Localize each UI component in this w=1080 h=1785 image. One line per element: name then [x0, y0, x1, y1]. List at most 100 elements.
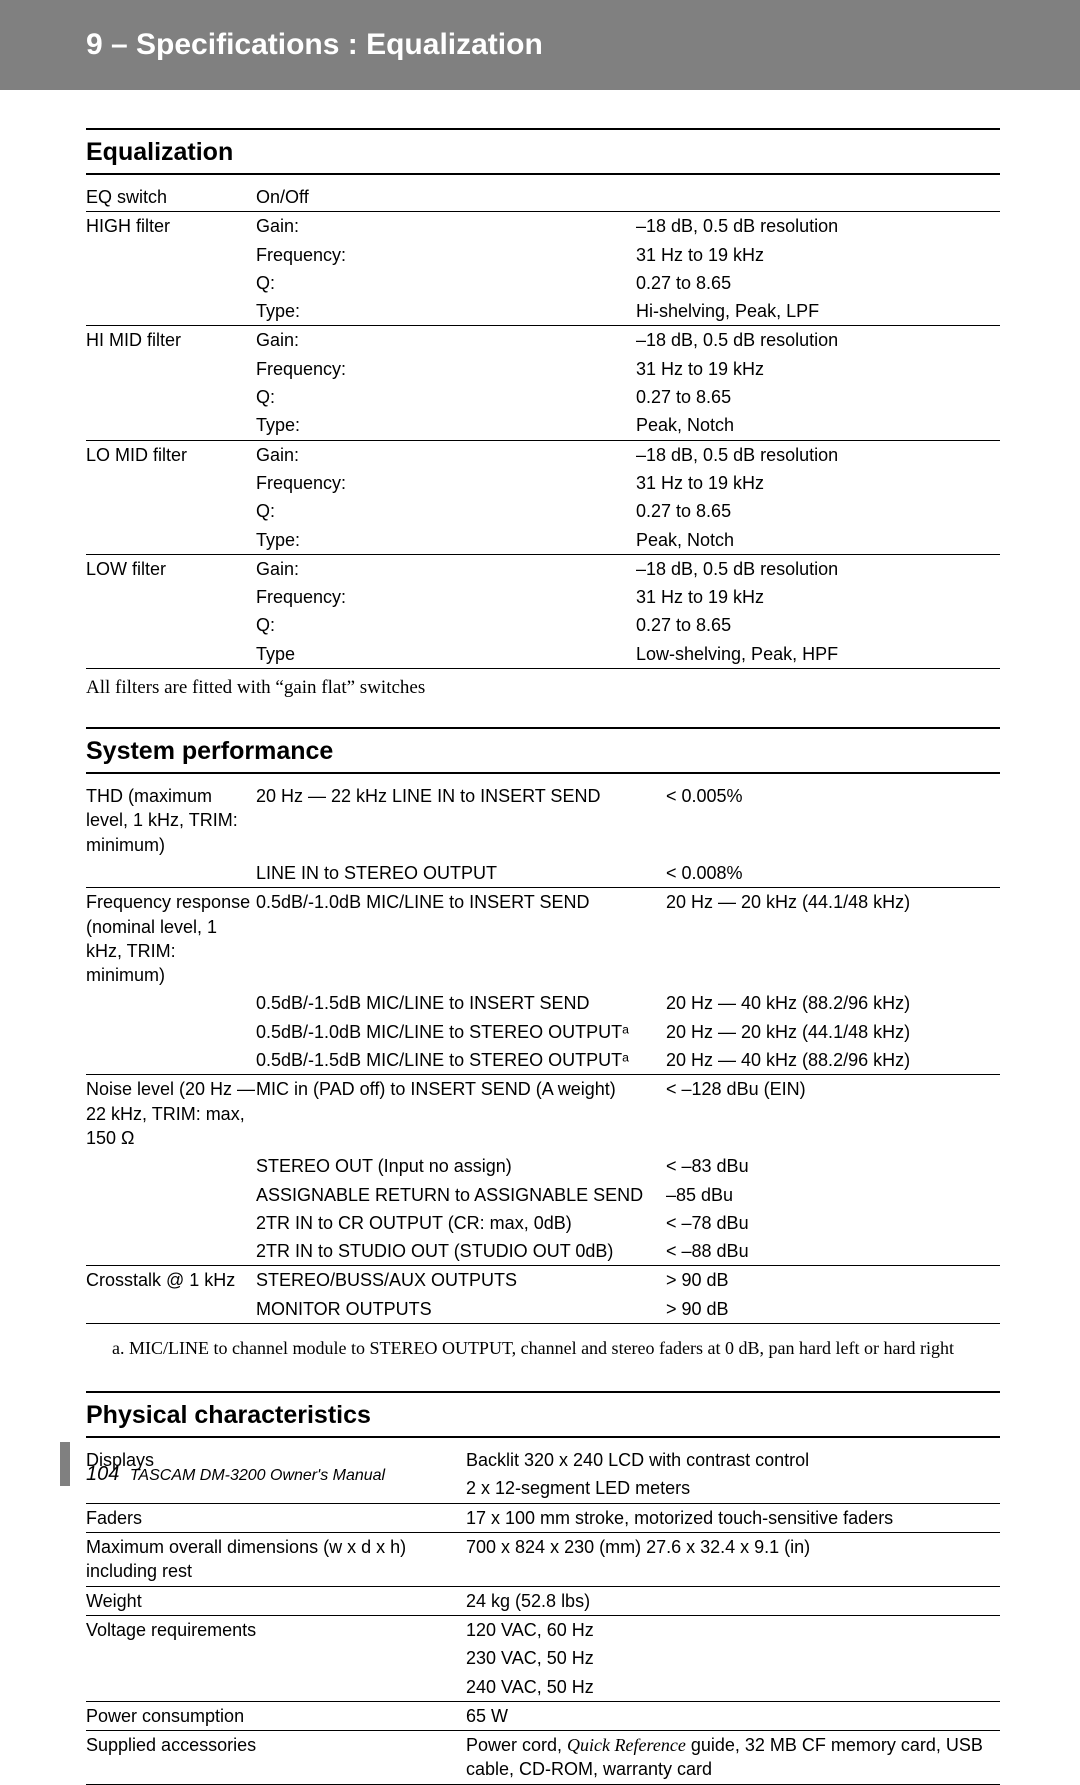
cell: [86, 1673, 466, 1702]
cell: –18 dB, 0.5 dB resolution: [636, 440, 1000, 469]
cell: Frequency:: [256, 241, 636, 269]
cell: –18 dB, 0.5 dB resolution: [636, 554, 1000, 583]
eq-table: EQ switchOn/OffHIGH filterGain:–18 dB, 0…: [86, 183, 1000, 668]
cell: 20 Hz — 20 kHz (44.1/48 kHz): [666, 888, 1000, 990]
cell: 31 Hz to 19 kHz: [636, 355, 1000, 383]
cell: [86, 611, 256, 639]
cell: [86, 297, 256, 326]
sys-table: THD (maximum level, 1 kHz, TRIM: minimum…: [86, 782, 1000, 1323]
footer-tab: [60, 1442, 70, 1486]
cell: Crosstalk @ 1 kHz: [86, 1266, 256, 1295]
cell: Power cord, Quick Reference guide, 32 MB…: [466, 1731, 1000, 1784]
cell: Q:: [256, 383, 636, 411]
cell: < –128 dBu (EIN): [666, 1075, 1000, 1152]
cell: 31 Hz to 19 kHz: [636, 241, 1000, 269]
cell: 120 VAC, 60 Hz: [466, 1615, 1000, 1644]
cell: ASSIGNABLE RETURN to ASSIGNABLE SEND: [256, 1181, 666, 1209]
page-content: Equalization EQ switchOn/OffHIGH filterG…: [0, 128, 1080, 1785]
cell: Supplied accessories: [86, 1731, 466, 1784]
chapter-header: 9 – Specifications : Equalization: [0, 0, 1080, 90]
cell: 700 x 824 x 230 (mm) 27.6 x 32.4 x 9.1 (…: [466, 1533, 1000, 1587]
sys-footnote: a. MIC/LINE to channel module to STEREO …: [86, 1336, 1000, 1361]
cell: –85 dBu: [666, 1181, 1000, 1209]
cell: [86, 497, 256, 525]
cell: [86, 1181, 256, 1209]
cell: 2 x 12-segment LED meters: [466, 1474, 1000, 1503]
cell: [86, 1152, 256, 1180]
cell: Frequency:: [256, 469, 636, 497]
cell: < –83 dBu: [666, 1152, 1000, 1180]
cell: [86, 1209, 256, 1237]
cell: MONITOR OUTPUTS: [256, 1295, 666, 1323]
cell: MIC in (PAD off) to INSERT SEND (A weigh…: [256, 1075, 666, 1152]
cell: 31 Hz to 19 kHz: [636, 469, 1000, 497]
cell: LO MID filter: [86, 440, 256, 469]
cell: [86, 583, 256, 611]
cell: THD (maximum level, 1 kHz, TRIM: minimum…: [86, 782, 256, 859]
cell: Gain:: [256, 326, 636, 355]
cell: Gain:: [256, 440, 636, 469]
cell: Frequency:: [256, 583, 636, 611]
cell: [86, 989, 256, 1017]
cell: Voltage requirements: [86, 1615, 466, 1644]
cell: Maximum overall dimensions (w x d x h) i…: [86, 1533, 466, 1587]
cell: 17 x 100 mm stroke, motorized touch-sens…: [466, 1503, 1000, 1532]
cell: LINE IN to STEREO OUTPUT: [256, 859, 666, 888]
cell: LOW filter: [86, 554, 256, 583]
cell: [86, 1018, 256, 1046]
cell: 0.27 to 8.65: [636, 497, 1000, 525]
cell: 65 W: [466, 1701, 1000, 1730]
cell: [86, 640, 256, 668]
cell: 20 Hz — 40 kHz (88.2/96 kHz): [666, 989, 1000, 1017]
cell: [86, 859, 256, 888]
page-number: 104: [86, 1463, 119, 1485]
cell: [86, 1295, 256, 1323]
cell: Frequency:: [256, 355, 636, 383]
cell: 0.27 to 8.65: [636, 611, 1000, 639]
cell: 2TR IN to CR OUTPUT (CR: max, 0dB): [256, 1209, 666, 1237]
cell: [86, 241, 256, 269]
cell: Q:: [256, 611, 636, 639]
cell: Peak, Notch: [636, 411, 1000, 440]
section-title-phys: Physical characteristics: [86, 1401, 1000, 1430]
cell: Power consumption: [86, 1701, 466, 1730]
cell: Q:: [256, 497, 636, 525]
cell: On/Off: [256, 183, 636, 212]
cell: Faders: [86, 1503, 466, 1532]
section-title-eq: Equalization: [86, 138, 1000, 167]
section-title-sys: System performance: [86, 737, 1000, 766]
cell: STEREO OUT (Input no assign): [256, 1152, 666, 1180]
cell: STEREO/BUSS/AUX OUTPUTS: [256, 1266, 666, 1295]
cell: [636, 183, 1000, 212]
cell: [86, 1644, 466, 1672]
cell: < 0.008%: [666, 859, 1000, 888]
cell: 0.27 to 8.65: [636, 383, 1000, 411]
cell: EQ switch: [86, 183, 256, 212]
cell: 0.5dB/-1.5dB MIC/LINE to INSERT SEND: [256, 989, 666, 1017]
page-footer: 104 TASCAM DM-3200 Owner's Manual: [86, 1463, 385, 1486]
cell: > 90 dB: [666, 1266, 1000, 1295]
cell: Low-shelving, Peak, HPF: [636, 640, 1000, 668]
cell: < –88 dBu: [666, 1237, 1000, 1266]
cell: HIGH filter: [86, 212, 256, 241]
cell: [86, 411, 256, 440]
cell: Q:: [256, 269, 636, 297]
cell: [86, 355, 256, 383]
cell: –18 dB, 0.5 dB resolution: [636, 212, 1000, 241]
cell: 20 Hz — 20 kHz (44.1/48 kHz): [666, 1018, 1000, 1046]
cell: 0.5dB/-1.5dB MIC/LINE to STEREO OUTPUTᵃ: [256, 1046, 666, 1075]
cell: Peak, Notch: [636, 526, 1000, 555]
footer-text: TASCAM DM-3200 Owner's Manual: [130, 1467, 385, 1484]
cell: 0.27 to 8.65: [636, 269, 1000, 297]
cell: 230 VAC, 50 Hz: [466, 1644, 1000, 1672]
cell: 20 Hz — 22 kHz LINE IN to INSERT SEND: [256, 782, 666, 859]
cell: 0.5dB/-1.0dB MIC/LINE to INSERT SEND: [256, 888, 666, 990]
cell: 31 Hz to 19 kHz: [636, 583, 1000, 611]
cell: Gain:: [256, 212, 636, 241]
phys-table: DisplaysBacklit 320 x 240 LCD with contr…: [86, 1446, 1000, 1784]
cell: [86, 269, 256, 297]
cell: HI MID filter: [86, 326, 256, 355]
cell: > 90 dB: [666, 1295, 1000, 1323]
cell: Hi-shelving, Peak, LPF: [636, 297, 1000, 326]
cell: 0.5dB/-1.0dB MIC/LINE to STEREO OUTPUTᵃ: [256, 1018, 666, 1046]
